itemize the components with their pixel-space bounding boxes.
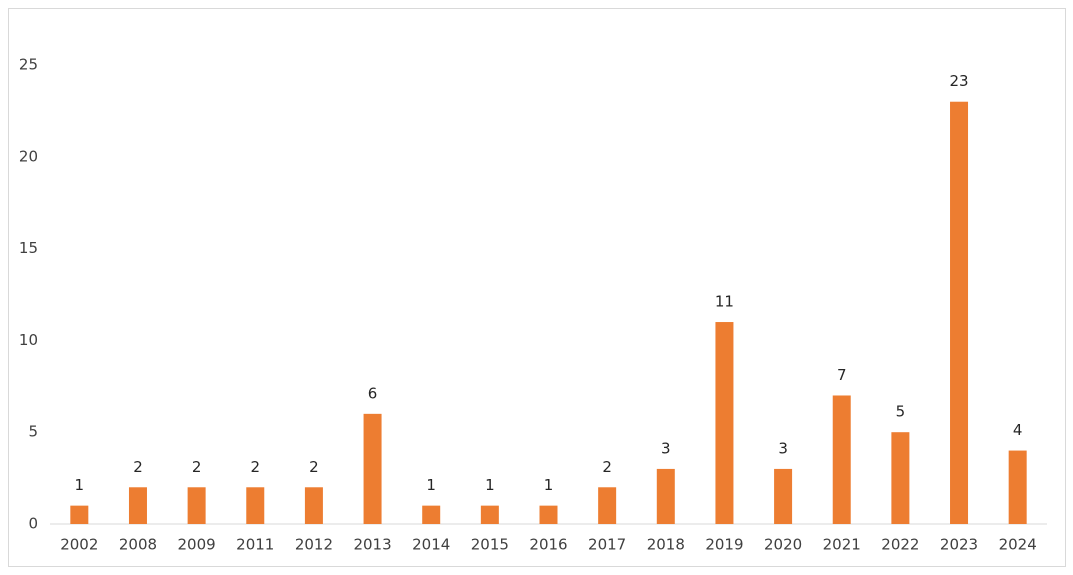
- x-tick-label: 2011: [236, 536, 274, 554]
- data-label: 3: [778, 439, 788, 457]
- bar: [774, 468, 793, 524]
- bar: [656, 468, 675, 524]
- x-tick-label: 2013: [353, 536, 391, 554]
- y-tick-label: 20: [19, 147, 38, 165]
- chart-border: [8, 8, 1066, 567]
- bar: [304, 487, 323, 524]
- bar: [70, 505, 89, 524]
- data-label: 3: [661, 439, 671, 457]
- bar: [715, 322, 734, 524]
- bar: [1008, 450, 1027, 524]
- x-tick-label: 2017: [588, 536, 626, 554]
- data-label: 2: [192, 458, 202, 476]
- data-label: 1: [75, 476, 85, 494]
- x-tick-label: 2016: [529, 536, 567, 554]
- data-label: 11: [715, 293, 734, 311]
- x-tick-label: 2014: [412, 536, 450, 554]
- bar: [246, 487, 265, 524]
- data-label: 23: [949, 72, 968, 90]
- x-tick-label: 2009: [178, 536, 216, 554]
- x-tick-label: 2015: [471, 536, 509, 554]
- y-tick-label: 5: [28, 423, 38, 441]
- data-label: 1: [485, 476, 495, 494]
- bar: [363, 413, 382, 524]
- data-label: 5: [896, 403, 906, 421]
- x-tick-label: 2008: [119, 536, 157, 554]
- bar: [598, 487, 617, 524]
- data-label: 7: [837, 366, 847, 384]
- bar: [422, 505, 441, 524]
- data-label: 4: [1013, 421, 1023, 439]
- bar: [128, 487, 147, 524]
- bar: [480, 505, 499, 524]
- x-tick-label: 2019: [705, 536, 743, 554]
- x-tick-label: 2021: [823, 536, 861, 554]
- bar: [832, 395, 851, 524]
- data-label: 1: [426, 476, 436, 494]
- data-label: 2: [602, 458, 612, 476]
- x-tick-label: 2022: [881, 536, 919, 554]
- x-tick-label: 2024: [999, 536, 1037, 554]
- x-tick-label: 2020: [764, 536, 802, 554]
- bar: [187, 487, 206, 524]
- data-label: 2: [250, 458, 260, 476]
- x-tick-label: 2018: [647, 536, 685, 554]
- data-label: 2: [133, 458, 143, 476]
- y-tick-label: 15: [19, 239, 38, 257]
- y-tick-label: 25: [19, 56, 38, 74]
- bar: [539, 505, 558, 524]
- y-tick-label: 0: [28, 515, 38, 533]
- bar: [950, 101, 969, 524]
- y-tick-label: 10: [19, 331, 38, 349]
- x-tick-label: 2012: [295, 536, 333, 554]
- x-tick-label: 2023: [940, 536, 978, 554]
- data-label: 1: [544, 476, 554, 494]
- bar: [891, 432, 910, 524]
- data-label: 2: [309, 458, 319, 476]
- x-tick-label: 2002: [60, 536, 98, 554]
- data-label: 6: [368, 384, 378, 402]
